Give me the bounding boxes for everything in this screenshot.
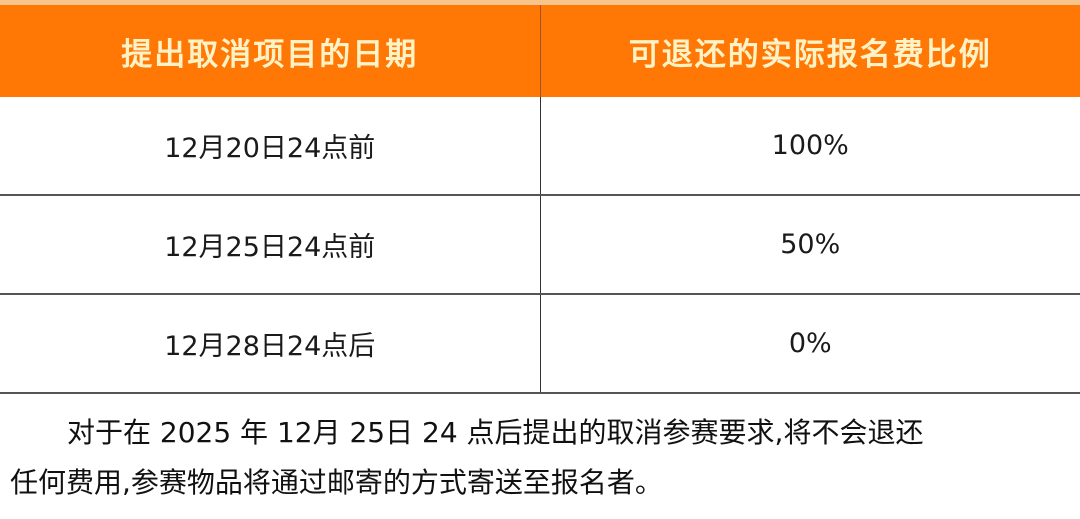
note-line-1: 对于在 2025 年 12月 25日 24 点后提出的取消参赛要求,将不会退还	[10, 408, 1080, 458]
cell-date: 12月20日24点前	[0, 97, 541, 196]
header-refund-ratio: 可退还的实际报名费比例	[540, 5, 1080, 97]
cell-date: 12月28日24点后	[0, 294, 541, 394]
refund-note: 对于在 2025 年 12月 25日 24 点后提出的取消参赛要求,将不会退还 …	[10, 408, 1080, 508]
cell-ratio: 0%	[540, 294, 1080, 394]
note-line-1-text: 对于在 2025 年 12月 25日 24 点后提出的取消参赛要求,将不会退还	[67, 416, 924, 449]
cell-ratio: 100%	[540, 97, 1080, 196]
table-row: 12月20日24点前 100%	[0, 97, 1080, 196]
refund-table: 提出取消项目的日期 可退还的实际报名费比例 12月20日24点前 100% 12…	[0, 5, 1080, 394]
header-cancel-date: 提出取消项目的日期	[0, 5, 541, 97]
cell-date: 12月25日24点前	[0, 195, 541, 295]
note-line-2: 任何费用,参赛物品将通过邮寄的方式寄送至报名者。	[10, 466, 663, 499]
cell-ratio: 50%	[540, 195, 1080, 295]
table-header-row: 提出取消项目的日期 可退还的实际报名费比例	[0, 5, 1080, 97]
table-row: 12月25日24点前 50%	[0, 195, 1080, 295]
top-border	[0, 0, 1080, 5]
table-row: 12月28日24点后 0%	[0, 294, 1080, 394]
